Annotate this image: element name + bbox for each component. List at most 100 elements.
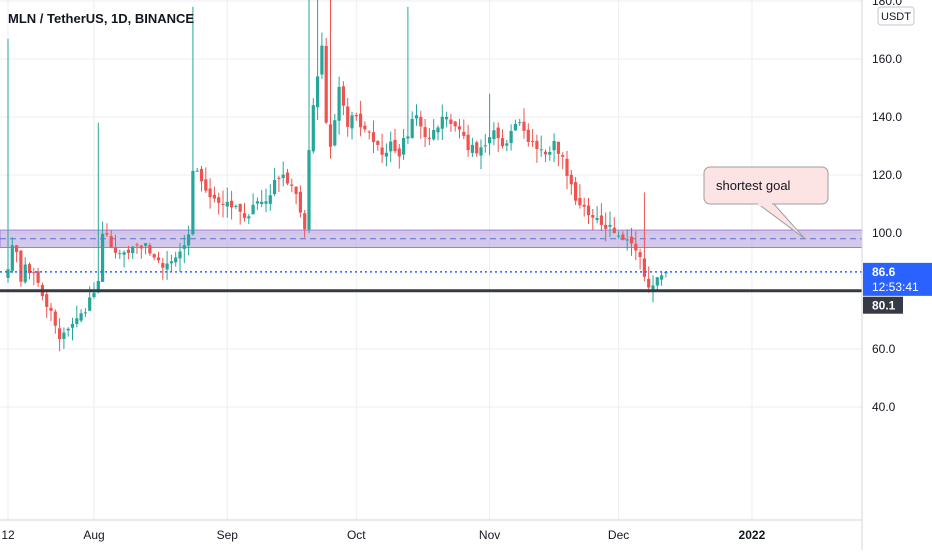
candle-body	[629, 236, 634, 244]
candle-body	[105, 233, 109, 235]
candle-body	[152, 254, 156, 258]
candle-body	[513, 123, 517, 131]
candle-body	[191, 170, 195, 235]
last-price-value: 86.6	[872, 265, 896, 279]
candle-body	[178, 251, 182, 259]
candle-body	[634, 243, 638, 251]
time-tick-label: 12	[1, 528, 15, 542]
candle-body	[406, 136, 410, 139]
candle-body	[586, 205, 591, 216]
candle-body	[346, 106, 350, 127]
candle-body	[582, 204, 586, 207]
candle-body	[135, 244, 139, 246]
candle-body	[475, 142, 479, 154]
candle-body	[165, 263, 169, 270]
candle-body	[75, 318, 79, 324]
candle-body	[294, 186, 298, 194]
candle-body	[225, 201, 229, 207]
candle-body	[242, 213, 247, 218]
candle-body	[608, 224, 612, 227]
support-price-value: 80.1	[872, 299, 896, 313]
candle-body	[260, 201, 264, 204]
candle-body	[264, 201, 268, 204]
candle-body	[101, 233, 105, 282]
candle-body	[208, 188, 212, 198]
candle-body	[15, 245, 19, 253]
price-tick-label: 60.0	[872, 342, 896, 356]
candle-body	[316, 76, 320, 108]
candle-body	[221, 203, 225, 205]
candle-body	[62, 332, 66, 339]
candle-body	[49, 307, 53, 311]
candle-body	[599, 215, 603, 225]
currency-label: USDT	[881, 11, 911, 23]
time-tick-label: Aug	[83, 528, 104, 542]
candle-body	[58, 328, 62, 339]
candle-body	[354, 114, 358, 117]
candle-body	[174, 257, 178, 263]
candle-body	[333, 120, 337, 146]
candle-body	[380, 147, 384, 155]
candle-body	[367, 131, 371, 133]
candle-body	[350, 115, 354, 129]
candle-body	[277, 177, 281, 179]
candle-body	[625, 239, 629, 241]
price-tick-label: 100.0	[872, 226, 902, 240]
candle-body	[595, 218, 599, 220]
candle-body	[612, 227, 616, 234]
candle-body	[324, 45, 328, 123]
candle-body	[655, 277, 659, 286]
candle-body	[535, 140, 539, 150]
time-tick-label: Sep	[217, 528, 239, 542]
candle-body	[543, 151, 548, 155]
candle-body	[268, 195, 272, 204]
price-lines	[0, 271, 862, 293]
candle-body	[389, 141, 393, 152]
candle-body	[423, 127, 427, 138]
candle-body	[212, 194, 216, 199]
candle-body	[273, 179, 277, 195]
callout-join	[758, 200, 772, 206]
time-tick-label: 2022	[739, 528, 766, 542]
candle-body	[578, 197, 582, 206]
countdown-value: 12:53:41	[872, 280, 919, 294]
candle-body	[621, 234, 625, 240]
candle-body	[518, 122, 522, 124]
candle-body	[83, 312, 87, 314]
candle-body	[470, 144, 474, 153]
candle-body	[118, 253, 122, 255]
candle-body	[131, 246, 135, 254]
candle-body	[45, 294, 49, 307]
candle-body	[591, 215, 595, 218]
candle-body	[651, 285, 655, 291]
last-price-badge	[863, 262, 932, 296]
candle-body	[539, 149, 543, 151]
candle-body	[436, 127, 440, 133]
candle-body	[247, 216, 251, 219]
candle-body	[19, 250, 23, 282]
candle-body	[414, 115, 419, 119]
grid	[0, 0, 862, 520]
candle-body	[432, 130, 436, 140]
annotation[interactable]: shortest goal	[703, 166, 829, 240]
candle-body	[526, 129, 530, 142]
candle-body	[492, 130, 496, 140]
candle-body	[638, 252, 642, 258]
candle-body	[552, 140, 556, 151]
candle-body	[462, 131, 466, 136]
candle-body	[144, 243, 148, 246]
candle-body	[290, 184, 294, 186]
candle-body	[320, 45, 324, 75]
time-tick-label: Oct	[347, 528, 366, 542]
candle-body	[419, 116, 423, 127]
candle-body	[139, 245, 143, 249]
candle-body	[617, 235, 621, 237]
candle-body	[328, 124, 333, 147]
candle-body	[449, 119, 453, 124]
candle-body	[483, 145, 487, 147]
candle-body	[556, 141, 560, 154]
candle-body	[479, 147, 483, 156]
candle-body	[53, 311, 57, 326]
